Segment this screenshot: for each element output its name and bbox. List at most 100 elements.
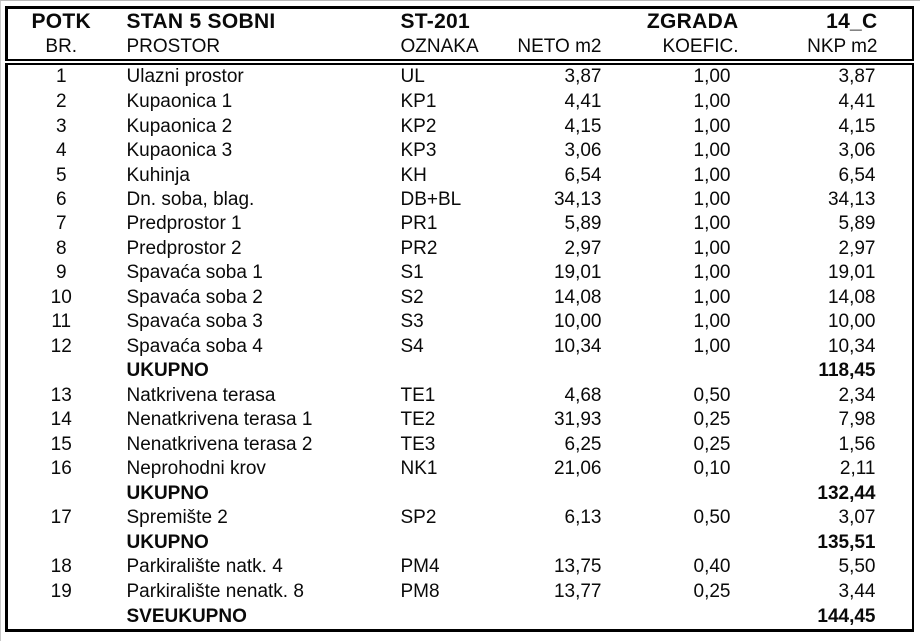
table-row: 4 Kupaonica 3 KP3 3,06 1,00 3,06: [7, 139, 913, 163]
cell-nkp: 5,50: [838, 556, 876, 578]
cell-oznaka: KP2: [400, 115, 437, 137]
cell-prostor: Spavaća soba 2: [126, 286, 263, 308]
cell-br: 3: [55, 115, 67, 137]
cell-neto: 3,06: [564, 140, 602, 162]
cell-koefic: 0,50: [693, 384, 731, 406]
cell-br: 9: [55, 262, 67, 284]
grand-total-row: SVEUKUPNO 144,45: [7, 604, 913, 631]
title-building-code: 14_C: [826, 9, 878, 33]
cell-oznaka: TE3: [400, 433, 436, 455]
cell-prostor: Dn. soba, blag.: [126, 189, 255, 210]
table-row: 7 Predprostor 1 PR1 5,89 1,00 5,89: [7, 212, 913, 236]
cell-prostor: Kupaonica 3: [126, 140, 233, 162]
cell-neto: 31,93: [553, 409, 602, 431]
cell-oznaka: SP2: [400, 507, 437, 529]
cell-oznaka: PM8: [400, 580, 440, 602]
title-building-label: ZGRADA: [646, 9, 739, 33]
table-row: 8 Predprostor 2 PR2 2,97 1,00 2,97: [7, 237, 913, 261]
cell-br: 14: [50, 409, 72, 431]
cell-br: 16: [50, 458, 72, 480]
cell-neto: [490, 482, 612, 506]
cell-nkp: 3,07: [838, 507, 876, 529]
cell-koefic: [612, 359, 745, 383]
cell-prostor: SVEUKUPNO: [126, 605, 247, 627]
cell-neto: 6,54: [564, 164, 602, 186]
table-row: 11 Spavaća soba 3 S3 10,00 1,00 10,00: [7, 310, 913, 334]
header-prostor: PROSTOR: [114, 34, 387, 65]
cell-koefic: 0,10: [693, 458, 731, 480]
cell-koefic: 0,50: [693, 507, 731, 529]
table-row: 1 Ulazni prostor UL 3,87 1,00 3,87: [7, 62, 913, 90]
table-row: 17 Spremište 2 SP2 6,13 0,50 3,07: [7, 506, 913, 530]
cell-prostor: Predprostor 2: [126, 237, 242, 259]
table-header-row: BR. PROSTOR OZNAKA NETO m2 KOEFIC. NKP m…: [6, 34, 913, 65]
cell-koefic: 1,00: [693, 140, 731, 162]
cell-oznaka: NK1: [400, 458, 438, 480]
cell-br: 6: [55, 189, 67, 210]
cell-nkp: 10,34: [827, 335, 876, 357]
header-neto-m2: NETO m2: [489, 34, 612, 65]
cell-prostor: Ulazni prostor: [126, 66, 244, 88]
cell-oznaka: KH: [400, 164, 427, 186]
cell-br: 4: [55, 140, 67, 162]
table-row: 6 Dn. soba, blag. DB+BL 34,13 1,00 34,13: [7, 188, 913, 212]
cell-nkp: 34,13: [827, 189, 876, 210]
cell-nkp: 1,56: [838, 433, 876, 455]
cell-br: 18: [50, 556, 72, 578]
cell-prostor: Predprostor 1: [126, 213, 242, 235]
cell-prostor: UKUPNO: [126, 360, 209, 382]
cell-nkp: 19,01: [827, 262, 876, 284]
table-body: 1 Ulazni prostor UL 3,87 1,00 3,87 2 Kupaonica …: [7, 62, 913, 631]
cell-br: 15: [50, 433, 72, 455]
cell-prostor: Nenatkrivena terasa 1: [126, 409, 313, 431]
cell-oznaka: TE2: [400, 409, 436, 431]
header-nkp-m2: NKP m2: [744, 34, 913, 65]
header-br: BR.: [6, 34, 115, 65]
cell-br: 5: [55, 164, 67, 186]
cell-oznaka: [387, 604, 490, 631]
cell-prostor: Natkrivena terasa: [126, 384, 276, 406]
title-floor-potk: POTK: [31, 9, 92, 33]
cell-neto: 5,89: [564, 213, 602, 235]
cell-neto: 2,97: [564, 237, 602, 259]
table-row: 9 Spavaća soba 1 S1 19,01 1,00 19,01: [7, 261, 913, 285]
cell-oznaka: S4: [400, 335, 424, 357]
cell-koefic: 1,00: [693, 335, 731, 357]
cell-br: 13: [50, 384, 72, 406]
cell-nkp: 144,45: [817, 605, 876, 627]
cell-koefic: 1,00: [693, 66, 731, 88]
cell-neto: 10,00: [553, 311, 602, 333]
cell-neto: [490, 359, 612, 383]
cell-neto: 19,01: [553, 262, 602, 284]
subtotal-row: UKUPNO 132,44: [7, 482, 913, 506]
cell-prostor: Kuhinja: [126, 164, 190, 186]
cell-prostor: Nenatkrivena terasa 2: [126, 433, 313, 455]
cell-neto: 4,68: [564, 384, 602, 406]
title-empty-cell: [490, 8, 612, 35]
cell-koefic: 1,00: [693, 213, 731, 235]
cell-koefic: 0,25: [693, 580, 731, 602]
cell-br: 12: [50, 335, 72, 357]
cell-koefic: [612, 482, 745, 506]
cell-neto: 4,41: [564, 91, 602, 113]
cell-nkp: 3,06: [838, 140, 876, 162]
table-row: 13 Natkrivena terasa TE1 4,68 0,50 2,34: [7, 384, 913, 408]
cell-prostor: Spremište 2: [126, 507, 228, 529]
table-row: 19 Parkiralište nenatk. 8 PM8 13,77 0,25 3,44: [7, 580, 913, 604]
cell-br: 11: [51, 311, 72, 333]
header-koefic: KOEFIC.: [611, 34, 745, 65]
cell-nkp: 4,15: [838, 115, 876, 137]
cell-nkp: 132,44: [817, 482, 876, 504]
cell-prostor: Parkiralište nenatk. 8: [126, 580, 304, 602]
table-row: 15 Nenatkrivena terasa 2 TE3 6,25 0,25 1,56: [7, 433, 913, 457]
cell-oznaka: [387, 359, 490, 383]
cell-nkp: 118,45: [818, 360, 876, 382]
cell-nkp: 3,44: [838, 580, 876, 602]
cell-neto: 13,77: [553, 580, 602, 602]
cell-neto: [490, 604, 612, 631]
cell-nkp: 10,00: [827, 311, 876, 333]
cell-oznaka: KP1: [400, 91, 437, 113]
cell-neto: [490, 531, 612, 555]
cell-prostor: Spavaća soba 1: [126, 262, 263, 284]
subtotal-row: UKUPNO 135,51: [7, 531, 913, 555]
